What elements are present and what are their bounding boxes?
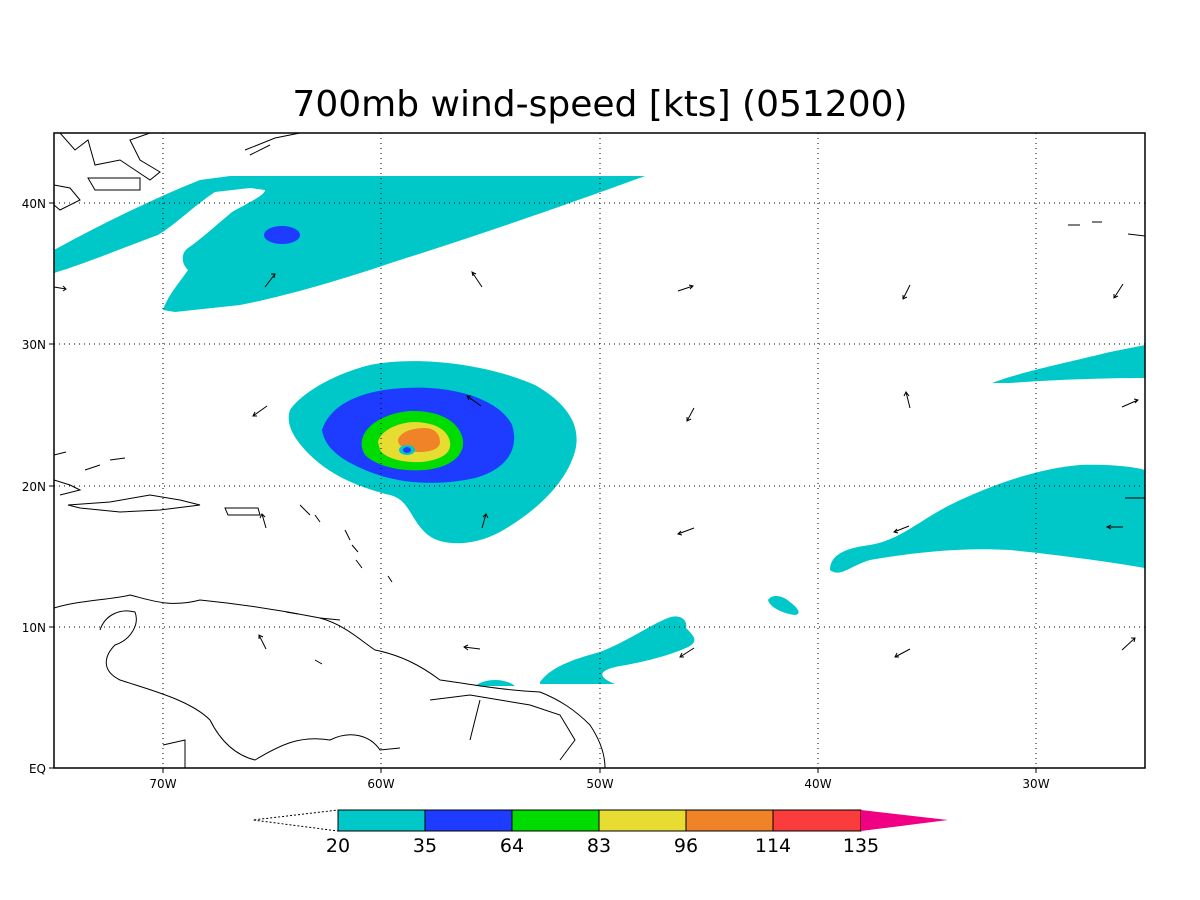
- northern-jet-band: [54, 176, 645, 312]
- colorbar-high-triangle: [861, 810, 948, 831]
- colorbar-swatch-64-83: [511, 809, 600, 832]
- lat-lon-grid: [54, 133, 1145, 768]
- lon-label-30w: 30W: [1022, 777, 1049, 791]
- colorbar-swatch-20-35: [337, 809, 426, 832]
- map-area: [54, 133, 1145, 768]
- latitude-labels: EQ 10N 20N 30N 40N: [22, 197, 46, 776]
- colorbar-swatch-114-135: [772, 809, 862, 832]
- wind-shading: [54, 176, 1145, 686]
- lon-label-70w: 70W: [149, 777, 176, 791]
- colorbar-label-96: 96: [674, 835, 698, 857]
- lat-label-eq: EQ: [29, 762, 46, 776]
- lat-label-20n: 20N: [22, 480, 46, 494]
- hurricane-eye-core: [403, 447, 411, 453]
- colorbar-label-20: 20: [326, 835, 350, 857]
- tick-marks: [49, 202, 1037, 773]
- colorbar-swatch-96-114: [685, 809, 774, 832]
- coastlines: [54, 133, 1145, 768]
- colorbar-label-64: 64: [500, 835, 524, 857]
- isolated-max-35: [264, 226, 300, 244]
- small-band-40w: [768, 596, 799, 615]
- colorbar-swatch-83-96: [598, 809, 687, 832]
- colorbar-label-83: 83: [587, 835, 611, 857]
- longitude-labels: 70W 60W 50W 40W 30W: [149, 777, 1049, 791]
- colorbar-low-triangle: [252, 809, 339, 832]
- lat-label-30n: 30N: [22, 338, 46, 352]
- colorbar-label-114: 114: [755, 835, 791, 857]
- wind-vectors: [54, 271, 1139, 658]
- southern-band: [540, 616, 695, 684]
- small-band-south: [475, 680, 515, 686]
- lon-label-50w: 50W: [586, 777, 613, 791]
- eastern-band-north: [992, 345, 1145, 383]
- colorbar-label-135: 135: [843, 835, 879, 857]
- colorbar-swatch-35-64: [424, 809, 513, 832]
- eastern-band-south: [830, 464, 1145, 573]
- lon-label-60w: 60W: [367, 777, 394, 791]
- lat-label-10n: 10N: [22, 621, 46, 635]
- colorbar-label-35: 35: [413, 835, 437, 857]
- lon-label-40w: 40W: [804, 777, 831, 791]
- colorbar: 20 35 64 83 96 114 135: [252, 809, 948, 857]
- map-title: 700mb wind-speed [kts] (051200): [292, 84, 907, 125]
- lat-label-40n: 40N: [22, 197, 46, 211]
